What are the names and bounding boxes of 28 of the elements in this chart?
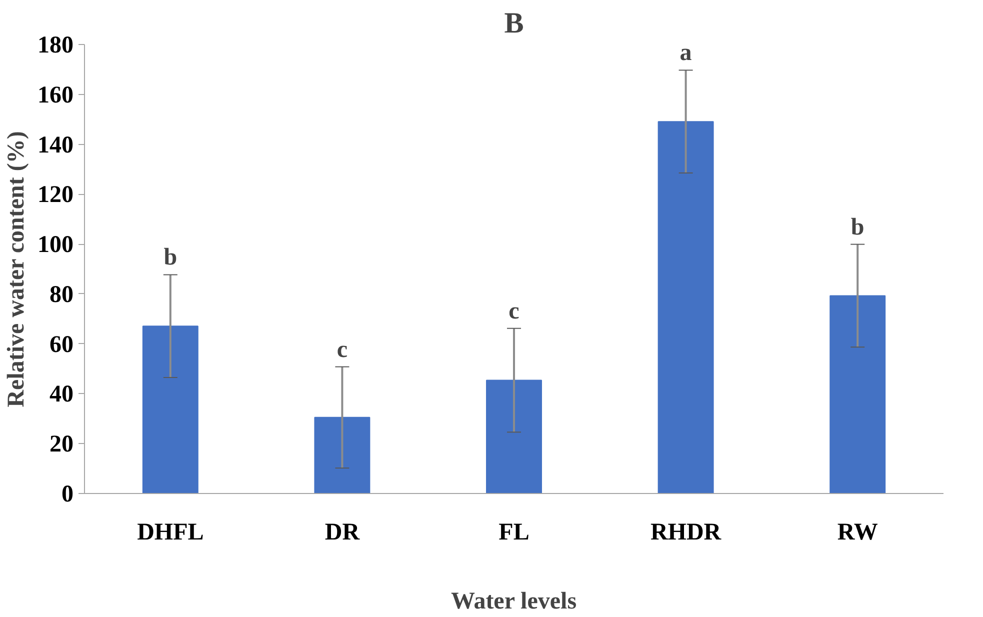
y-tick-label: 60 [50,332,74,358]
annotation: b [164,244,178,271]
y-tick-label: 180 [38,32,74,58]
x-tick-label: DHFL [137,520,204,546]
x-tick-label: DR [324,520,360,546]
bar [142,326,198,494]
x-tick-label: RW [837,520,878,546]
annotation: b [850,214,864,240]
bar [658,121,714,494]
y-axis-title: Relative water content (%) [4,131,30,408]
y-tick-label: 140 [38,132,74,158]
x-tick-label: RHDR [650,520,722,546]
bar [486,380,542,494]
y-tick-label: 20 [50,432,74,458]
annotation: c [508,298,520,324]
x-axis-title: Water levels [451,588,577,614]
x-tick-label: FL [498,520,530,546]
y-tick-label: 40 [50,382,74,408]
y-tick-label: 160 [38,82,74,108]
annotation: c [336,336,348,363]
y-tick-label: 100 [38,232,74,258]
chart-title: B [504,8,524,40]
annotation: a [680,40,692,66]
y-tick-label: 120 [38,182,74,208]
bar [314,416,370,494]
y-tick-label: 80 [50,282,74,308]
bar [830,295,886,494]
y-tick-label: 0 [62,482,74,508]
